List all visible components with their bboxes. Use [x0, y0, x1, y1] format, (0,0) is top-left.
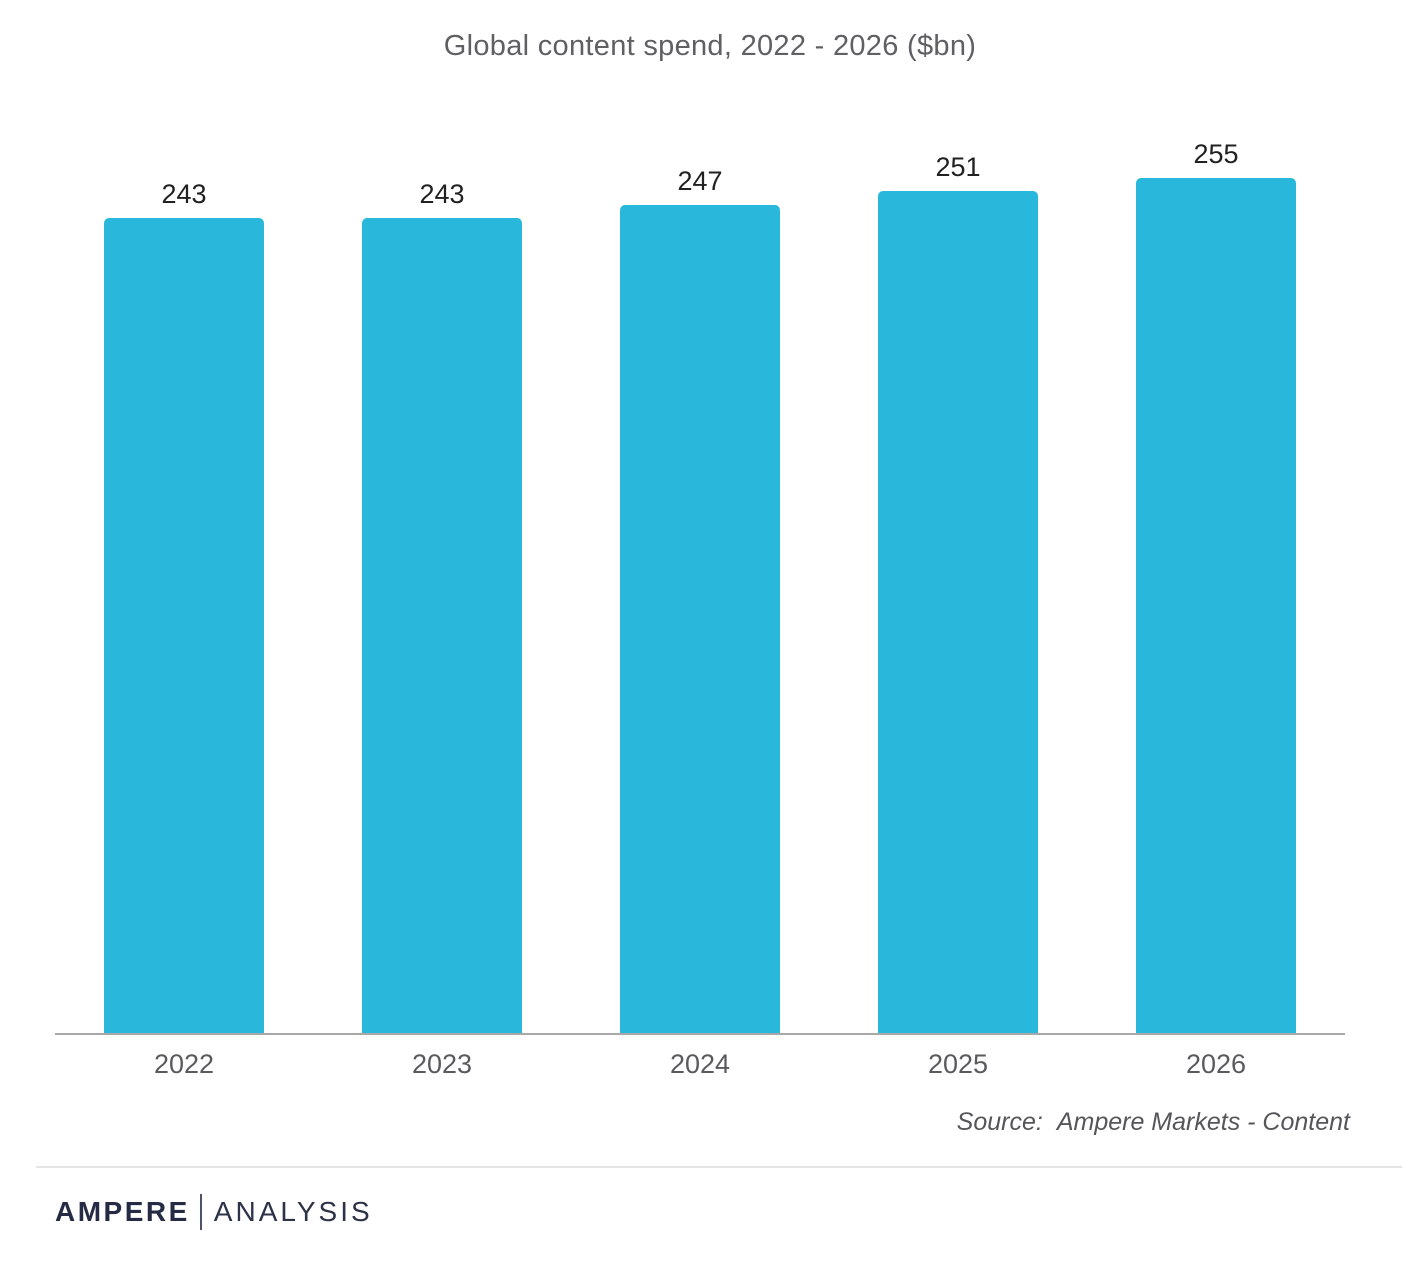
- bar-slot-2026: 255: [1087, 120, 1345, 1033]
- bar-value-label-2022: 243: [161, 179, 207, 209]
- brand-primary-text: AMPERE: [55, 1196, 190, 1227]
- bar-slot-2023: 243: [313, 120, 571, 1033]
- source-label: Source:: [956, 1108, 1043, 1136]
- bar-chart: 243 243 247 251 255 2022 2023 2024 2025 2026: [55, 120, 1345, 1080]
- plot-area: 243 243 247 251 255: [55, 120, 1345, 1035]
- bar-2023: [362, 218, 522, 1033]
- bar-value-label-2023: 243: [419, 179, 465, 209]
- x-axis: 2022 2023 2024 2025 2026: [55, 1035, 1345, 1080]
- bar-value-label-2026: 255: [1193, 139, 1239, 169]
- x-axis-label-2022: 2022: [153, 1049, 215, 1079]
- source-text: Ampere Markets - Content: [1056, 1108, 1350, 1136]
- footer-divider: [36, 1166, 1402, 1168]
- bar-2022: [104, 218, 264, 1033]
- chart-title: Global content spend, 2022 - 2026 ($bn): [443, 30, 977, 62]
- x-axis-label-2026: 2026: [1185, 1049, 1247, 1079]
- source-note: Source: Ampere Markets - Content: [957, 1108, 1350, 1137]
- bar-slot-2022: 243: [55, 120, 313, 1033]
- bar-value-label-2024: 247: [677, 166, 723, 196]
- brand-separator: [199, 1194, 202, 1230]
- bar-2025: [878, 191, 1038, 1033]
- bar-slot-2025: 251: [829, 120, 1087, 1033]
- bar-2026: [1136, 178, 1296, 1033]
- x-axis-label-2023: 2023: [411, 1049, 473, 1079]
- bar-2024: [620, 205, 780, 1033]
- brand-secondary-text: ANALYSIS: [213, 1196, 373, 1227]
- bar-value-label-2025: 251: [935, 152, 981, 182]
- x-axis-label-2025: 2025: [927, 1049, 989, 1079]
- x-axis-label-2024: 2024: [669, 1049, 731, 1079]
- bar-slot-2024: 247: [571, 120, 829, 1033]
- ampere-analysis-logo: AMPERE ANALYSIS: [55, 1192, 373, 1232]
